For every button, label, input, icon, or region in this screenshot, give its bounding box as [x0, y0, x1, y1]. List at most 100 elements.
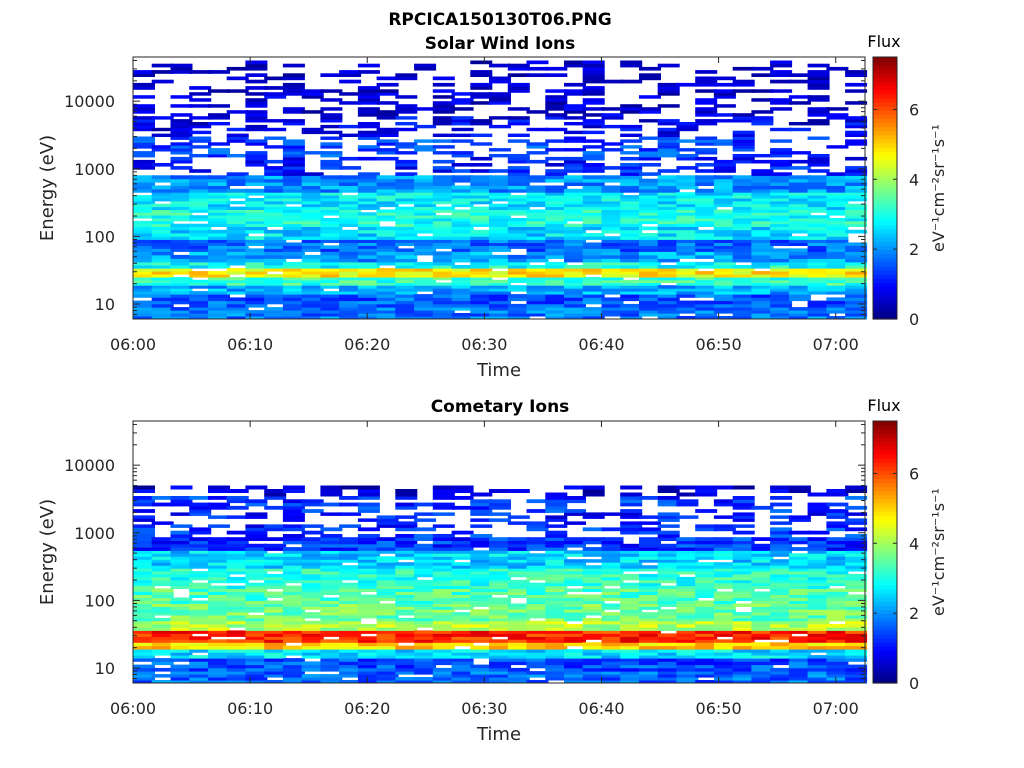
spectrogram-cell	[395, 505, 418, 510]
spectrogram-cell	[339, 236, 362, 240]
spectrogram-cell	[639, 579, 661, 584]
spectrogram-cell	[657, 245, 680, 249]
colorbar-step	[873, 171, 897, 177]
spectrogram-cell	[245, 600, 268, 604]
spectrogram-cell	[320, 163, 343, 167]
spectrogram-cell	[208, 316, 230, 320]
spectrogram-cell	[339, 543, 362, 548]
spectrogram-cell	[582, 195, 605, 199]
spectrogram-cell	[507, 73, 530, 77]
spectrogram-cell	[170, 113, 193, 117]
spectrogram-cell	[807, 540, 830, 545]
spectrogram-cell	[545, 649, 568, 653]
spectrogram-cell	[170, 499, 193, 504]
spectrogram-cell	[826, 661, 849, 666]
colorbar-step	[873, 539, 897, 545]
spectrogram-cell	[414, 630, 437, 634]
spectrogram-cell	[395, 667, 418, 672]
spectrogram-cell	[245, 203, 268, 208]
spectrogram-cell	[545, 172, 568, 176]
spectrogram-cell	[245, 652, 268, 656]
spectrogram-cell	[657, 316, 680, 320]
spectrogram-cell	[357, 63, 380, 68]
spectrogram-cell	[357, 597, 380, 601]
spectrogram-cell	[695, 568, 718, 572]
spectrogram-cell	[301, 633, 324, 637]
spectrogram-cell	[339, 674, 362, 678]
spectrogram-cell	[620, 559, 643, 563]
spectrogram-cell	[489, 576, 511, 581]
spectrogram-cell	[489, 512, 511, 516]
spectrogram-cell	[226, 195, 249, 199]
spectrogram-cell	[376, 579, 399, 584]
spectrogram-cell	[339, 661, 362, 666]
spectrogram-cell	[526, 576, 549, 581]
spectrogram-cell	[339, 606, 362, 610]
spectrogram-cell	[732, 576, 755, 581]
spectrogram-cell	[151, 185, 174, 190]
spectrogram-cell	[545, 645, 568, 650]
spectrogram-cell	[657, 274, 680, 278]
spectrogram-cell	[826, 642, 849, 647]
spectrogram-cell	[282, 556, 305, 560]
spectrogram-cell	[545, 248, 568, 252]
spectrogram-cell	[151, 550, 174, 554]
spectrogram-cell	[564, 282, 586, 286]
spectrogram-cell	[282, 245, 305, 249]
spectrogram-cell	[620, 163, 643, 167]
spectrogram-cell	[489, 543, 511, 548]
spectrogram-cell	[770, 303, 793, 308]
spectrogram-cell	[564, 116, 586, 120]
spectrogram-cell	[339, 166, 362, 170]
spectrogram-cell	[226, 236, 249, 240]
spectrogram-cell	[788, 212, 811, 216]
spectrogram-cell	[470, 680, 493, 684]
spectrogram-cell	[601, 148, 624, 152]
spectrogram-cell	[526, 499, 549, 504]
spectrogram-cell	[676, 559, 699, 563]
spectrogram-cell	[432, 667, 455, 672]
spectrogram-cell	[695, 615, 718, 619]
spectrogram-cell	[264, 233, 287, 237]
spectrogram-cell	[320, 565, 343, 569]
colorbar-step	[873, 298, 897, 304]
spectrogram-cell	[357, 110, 380, 114]
spectrogram-cell	[451, 642, 474, 647]
spectrogram-cell	[432, 166, 455, 170]
spectrogram-cell	[170, 642, 193, 647]
spectrogram-cell	[489, 294, 511, 298]
spectrogram-cell	[676, 182, 699, 186]
spectrogram-cell	[208, 277, 230, 281]
spectrogram-cell	[695, 680, 718, 684]
colorbar-step	[873, 609, 897, 614]
spectrogram-cell	[451, 489, 474, 493]
spectrogram-cell	[751, 200, 774, 205]
spectrogram-cell	[226, 209, 249, 213]
spectrogram-cell	[788, 265, 811, 269]
spectrogram-cell	[432, 233, 455, 237]
spectrogram-cell	[826, 630, 849, 634]
spectrogram-cell	[395, 163, 418, 167]
spectrogram-cell	[170, 313, 193, 317]
spectrogram-cell	[226, 556, 249, 560]
spectrogram-cell	[451, 597, 474, 601]
spectrogram-cell	[339, 254, 362, 259]
x-tick-label: 06:50	[696, 335, 742, 354]
spectrogram-cell	[507, 229, 530, 234]
spectrogram-cell	[845, 562, 868, 566]
spectrogram-cell	[339, 277, 362, 281]
spectrogram-cell	[451, 655, 474, 659]
spectrogram-cell	[320, 265, 343, 269]
spectrogram-cell	[676, 251, 699, 256]
spectrogram-cell	[732, 188, 755, 193]
spectrogram-cell	[601, 639, 624, 643]
spectrogram-cell	[526, 258, 549, 263]
spectrogram-cell	[713, 251, 736, 256]
colorbar-step	[873, 204, 897, 210]
spectrogram-cell	[582, 661, 605, 666]
spectrogram-cell	[208, 303, 230, 308]
spectrogram-cell	[395, 73, 418, 77]
spectrogram-cell	[826, 627, 849, 631]
spectrogram-cell	[208, 288, 230, 292]
spectrogram-cell	[432, 291, 455, 295]
